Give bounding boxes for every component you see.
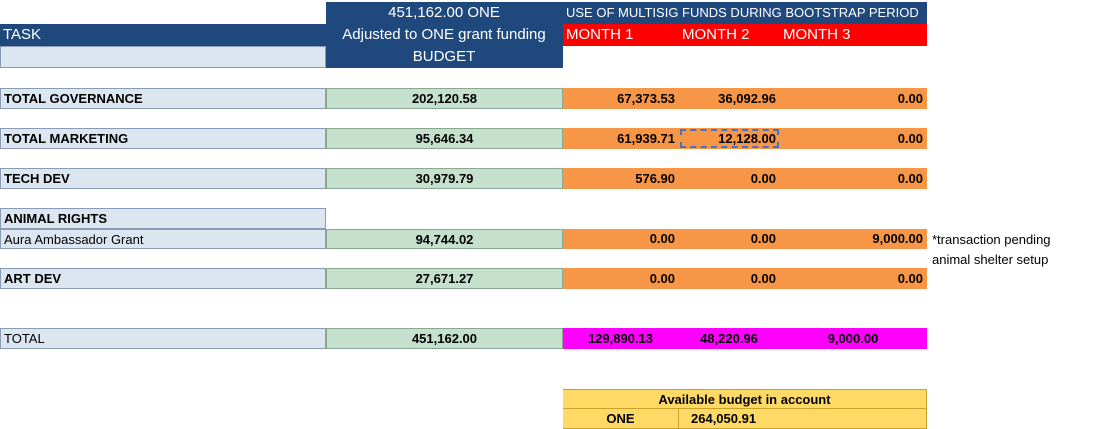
budget-header[interactable]: BUDGET xyxy=(326,46,563,68)
available-currency[interactable]: ONE xyxy=(563,409,679,429)
animal-month2[interactable]: 0.00 xyxy=(679,229,780,249)
artdev-label[interactable]: ART DEV xyxy=(0,268,326,289)
grant-total-header[interactable]: 451,162.00 ONE xyxy=(326,2,563,24)
animal-note-line1[interactable]: *transaction pending xyxy=(932,231,1051,247)
adjusted-header[interactable]: Adjusted to ONE grant funding xyxy=(326,24,563,46)
available-budget-title[interactable]: Available budget in account xyxy=(563,389,927,409)
task-header[interactable]: TASK xyxy=(0,24,326,46)
governance-month2[interactable]: 36,092.96 xyxy=(679,88,780,109)
governance-month1[interactable]: 67,373.53 xyxy=(563,88,679,109)
artdev-month2[interactable]: 0.00 xyxy=(679,268,780,289)
techdev-label[interactable]: TECH DEV xyxy=(0,168,326,189)
techdev-month2[interactable]: 0.00 xyxy=(679,168,780,189)
marketing-month3[interactable]: 0.00 xyxy=(780,128,927,149)
total-label[interactable]: TOTAL xyxy=(0,328,326,349)
governance-budget[interactable]: 202,120.58 xyxy=(326,88,563,109)
marketing-budget[interactable]: 95,646.34 xyxy=(326,128,563,149)
marketing-month2-selected-cell[interactable]: 12,128.00 xyxy=(679,128,780,149)
multisig-title-header[interactable]: USE OF MULTISIG FUNDS DURING BOOTSTRAP P… xyxy=(563,2,927,24)
total-month1[interactable]: 129,890.13 xyxy=(563,328,679,349)
month2-header[interactable]: MONTH 2 xyxy=(679,24,780,46)
governance-month3[interactable]: 0.00 xyxy=(780,88,927,109)
task-blank-cell[interactable] xyxy=(0,46,326,68)
animal-month3[interactable]: 9,000.00 xyxy=(780,229,927,249)
month1-header[interactable]: MONTH 1 xyxy=(563,24,679,46)
governance-label[interactable]: TOTAL GOVERNANCE xyxy=(0,88,326,109)
month3-header[interactable]: MONTH 3 xyxy=(780,24,927,46)
available-amount[interactable]: 264,050.91 xyxy=(679,409,927,429)
total-month2[interactable]: 48,220.96 xyxy=(679,328,780,349)
techdev-month1[interactable]: 576.90 xyxy=(563,168,679,189)
animal-budget[interactable]: 94,744.02 xyxy=(326,229,563,249)
artdev-budget[interactable]: 27,671.27 xyxy=(326,268,563,289)
techdev-month3[interactable]: 0.00 xyxy=(780,168,927,189)
animal-note-line2[interactable]: animal shelter setup xyxy=(932,251,1049,267)
artdev-month1[interactable]: 0.00 xyxy=(563,268,679,289)
marketing-label[interactable]: TOTAL MARKETING xyxy=(0,128,326,149)
techdev-budget[interactable]: 30,979.79 xyxy=(326,168,563,189)
total-month3[interactable]: 9,000.00 xyxy=(780,328,927,349)
animal-grant-label[interactable]: Aura Ambassador Grant xyxy=(0,229,326,249)
artdev-month3[interactable]: 0.00 xyxy=(780,268,927,289)
marketing-month1[interactable]: 61,939.71 xyxy=(563,128,679,149)
animal-month1[interactable]: 0.00 xyxy=(563,229,679,249)
total-budget[interactable]: 451,162.00 xyxy=(326,328,563,349)
animal-rights-section-label[interactable]: ANIMAL RIGHTS xyxy=(0,208,326,229)
